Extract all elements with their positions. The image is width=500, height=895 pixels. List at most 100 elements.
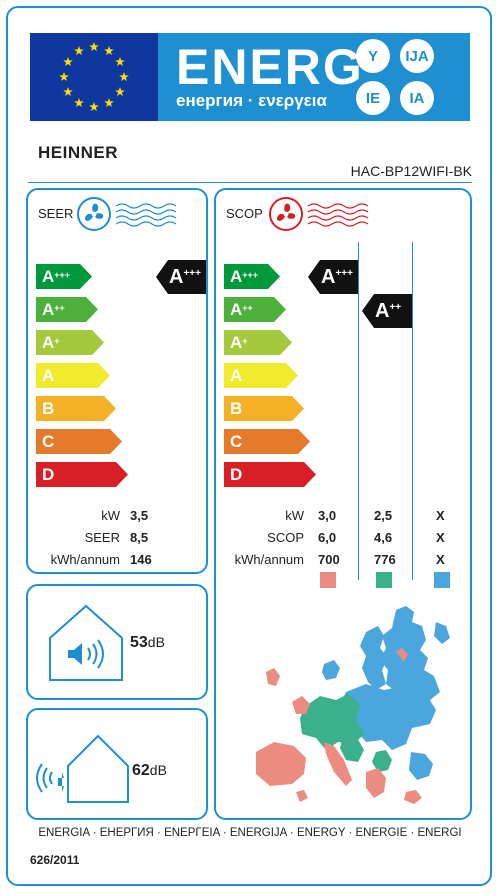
- seer-value-seer: 8,5: [130, 530, 149, 545]
- scop-scale-label: A++: [230, 300, 253, 319]
- seer-title: SEER: [38, 206, 74, 221]
- scop-scale-label: A+++: [230, 267, 259, 286]
- scop-scale-bar: A++: [224, 297, 286, 322]
- europe-climate-map: [256, 606, 450, 804]
- scop-colder-scop: X: [436, 530, 445, 545]
- seer-scale-bar: A++: [36, 297, 98, 322]
- scop-class-letter-average: A: [375, 300, 390, 322]
- scop-warmer-scop: 6,0: [318, 530, 337, 545]
- eu-star: [74, 98, 84, 107]
- eu-star: [63, 57, 73, 66]
- seer-value-kw: 3,5: [130, 508, 149, 523]
- outdoor-noise-reading: 62dB: [132, 762, 167, 780]
- scop-scale-bar: A+: [224, 330, 292, 355]
- scop-class-plus-warmer: +++: [335, 268, 353, 279]
- brand-logo: HEINNER: [38, 143, 119, 162]
- scop-warmer-kw: 3,0: [318, 508, 337, 523]
- eu-star: [74, 46, 84, 56]
- seer-label-seer: SEER: [84, 530, 120, 545]
- seer-scale-label: B: [42, 399, 55, 418]
- scop-scale-label: D: [230, 465, 243, 484]
- indoor-speaker-icon: [49, 604, 123, 681]
- seer-scale-bar: A: [36, 363, 110, 388]
- seer-label-kwh: kWh/annum: [50, 552, 120, 567]
- scop-scale-bar: A: [224, 363, 298, 388]
- indoor-noise-reading: 53dB: [130, 634, 165, 652]
- eu-star: [59, 72, 69, 81]
- seer-scale-bar: B: [36, 396, 116, 421]
- outdoor-noise-value: 62: [132, 762, 150, 779]
- suffix-ie: IE: [356, 81, 390, 115]
- scop-average-kw: 2,5: [374, 508, 393, 523]
- eu-star: [104, 46, 114, 56]
- model-number: HAC-BP12WIFI-BK: [350, 163, 472, 179]
- energy-subtitle: енергия · ενεργεια: [176, 91, 327, 110]
- energy-band: ENERG енергия · ενεργεια Y IJA IE IA: [158, 33, 470, 121]
- scop-class-letter-warmer: A: [321, 266, 336, 288]
- scop-scale-label: A+: [230, 333, 248, 352]
- seer-scale-bar: A+++: [36, 264, 92, 289]
- seer-value-kwh: 146: [130, 552, 152, 567]
- footer-languages: ENERGIA · ЕНЕРГИЯ · ΕΝΕΡΓΕΙΑ · ENERGIJA …: [38, 827, 462, 839]
- seer-scale-label: C: [42, 432, 55, 451]
- eu-star: [115, 57, 125, 66]
- scop-average-kwh: 776: [374, 552, 396, 567]
- seer-scale-label: D: [42, 465, 55, 484]
- scop-scale-bar: C: [224, 429, 310, 454]
- seer-scale-label: A++: [42, 300, 65, 319]
- scop-class-indicator-warmer: A+++: [308, 260, 358, 294]
- scop-scale-label: B: [230, 399, 243, 418]
- seer-scale-label: A+++: [42, 267, 71, 286]
- outdoor-speaker-icon: [36, 734, 129, 803]
- scop-class-plus-average: ++: [389, 302, 402, 313]
- eu-star: [63, 87, 73, 96]
- scop-average-scop: 4,6: [374, 530, 393, 545]
- zone-swatch-colder: [434, 572, 450, 588]
- label-frame: [6, 6, 492, 886]
- scop-title: SCOP: [226, 206, 263, 221]
- zone-swatch-warmer: [320, 572, 336, 588]
- eu-flag: [30, 33, 158, 121]
- seer-scale-label: A+: [42, 333, 60, 352]
- scop-scale-bar: B: [224, 396, 304, 421]
- scop-scale-bar: D: [224, 462, 316, 487]
- suffix-y: Y: [356, 39, 390, 73]
- seer-class-plus: +++: [183, 268, 201, 279]
- regulation-number: 626/2011: [30, 853, 80, 867]
- scop-panel: SCOP A+++ A++ A+ A B C D A+++ A++ kW SCOP kWh/…: [214, 188, 472, 820]
- scop-warmer-kwh: 700: [318, 552, 340, 567]
- eu-star: [89, 42, 99, 51]
- indoor-noise-panel: 53dB: [26, 584, 208, 700]
- scop-scale-label: C: [230, 432, 243, 451]
- outdoor-noise-unit: dB: [149, 762, 167, 778]
- seer-panel: SEER A+++ A++ A+ A B C D A+++ kW 3,5 SEER 8,5 …: [26, 188, 208, 574]
- eu-star: [104, 98, 114, 107]
- header-rule: [28, 182, 472, 183]
- energy-word: ENERG: [176, 39, 364, 95]
- scop-label-scop: SCOP: [267, 530, 304, 545]
- scop-scale-bar: A+++: [224, 264, 280, 289]
- eu-star: [89, 102, 99, 111]
- seer-class-letter: A: [169, 266, 184, 288]
- suffix-ija: IJA: [400, 39, 434, 73]
- seer-class-indicator: A+++: [156, 260, 206, 294]
- scop-scale-label: A: [230, 366, 243, 385]
- scop-colder-kw: X: [436, 508, 445, 523]
- scop-column-divider-2: [412, 242, 413, 580]
- scop-column-divider-1: [358, 242, 359, 580]
- eu-star: [119, 72, 129, 81]
- indoor-noise-value: 53: [130, 634, 148, 651]
- seer-scale-bar: C: [36, 429, 122, 454]
- eu-star: [115, 87, 125, 96]
- suffix-ia: IA: [400, 81, 434, 115]
- scop-label-kw: kW: [285, 508, 304, 523]
- seer-scale-bar: A+: [36, 330, 104, 355]
- outdoor-noise-panel: 62dB: [26, 708, 208, 820]
- cooling-fan-icon: [77, 197, 177, 231]
- seer-scale-bar: D: [36, 462, 128, 487]
- heating-fan-icon: [269, 197, 369, 231]
- scop-colder-kwh: X: [436, 552, 445, 567]
- seer-label-kw: kW: [101, 508, 120, 523]
- eu-stars-icon: [59, 42, 129, 111]
- scop-label-kwh: kWh/annum: [234, 552, 304, 567]
